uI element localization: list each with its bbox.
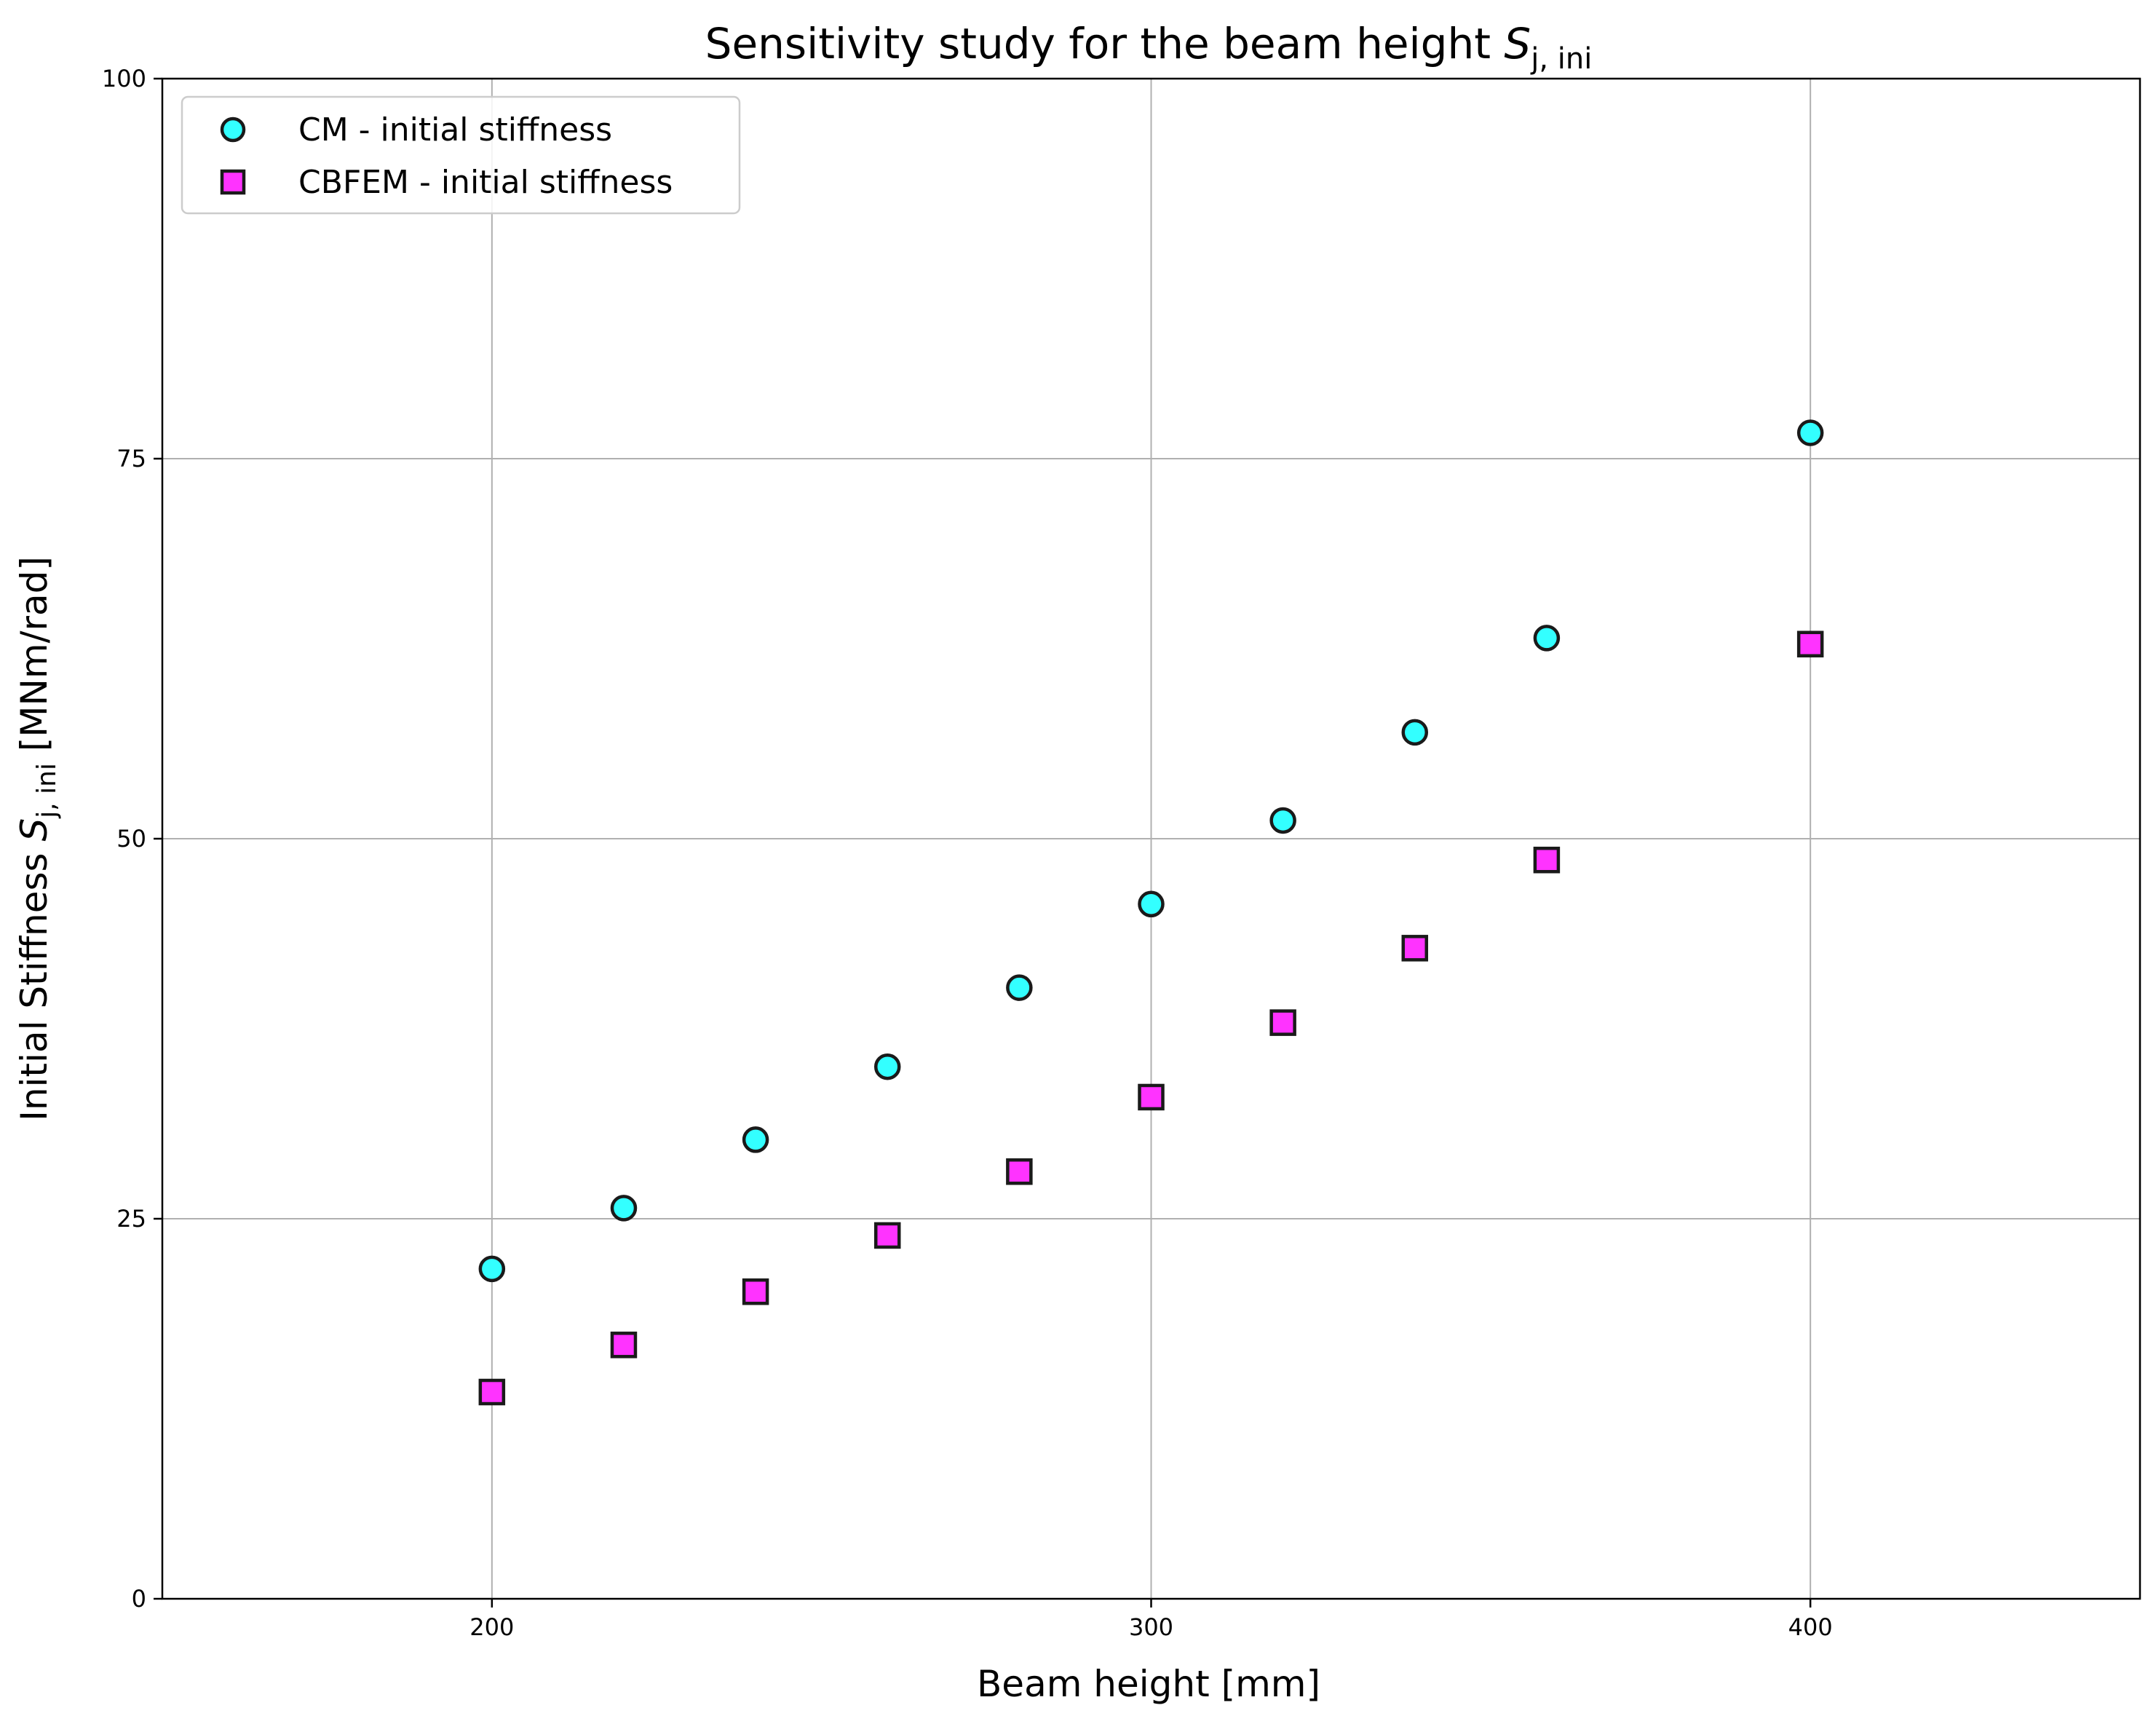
chart-title: Sensitivity study for the beam height Sj… xyxy=(705,19,1593,76)
legend-label-cbfem: CBFEM - initial stiffness xyxy=(298,164,673,201)
x-tick-label: 200 xyxy=(469,1613,514,1641)
y-tick-label: 0 xyxy=(132,1585,146,1613)
ticks: 200 300 400 0 25 50 75 100 xyxy=(102,65,1833,1641)
legend: CM - initial stiffness CBFEM - initial s… xyxy=(181,95,741,215)
x-axis-label: Beam height [mm] xyxy=(977,1663,1320,1705)
data-point-cm xyxy=(1533,625,1561,652)
data-point-cm xyxy=(610,1195,638,1222)
y-axis-label-text: Initial Stiffness xyxy=(13,842,55,1121)
series-1 xyxy=(478,630,1824,1406)
data-point-cm xyxy=(742,1126,769,1153)
data-point-cm xyxy=(1006,974,1033,1001)
legend-marker-cbfem xyxy=(220,169,246,195)
x-tick-label: 300 xyxy=(1129,1613,1173,1641)
data-point-cbfem xyxy=(1138,1083,1165,1111)
y-tick-label: 50 xyxy=(116,825,146,853)
x-tick-label: 400 xyxy=(1788,1613,1833,1641)
data-point-cbfem xyxy=(742,1278,769,1305)
data-point-cbfem xyxy=(1006,1158,1033,1185)
chart-title-subscript: j, ini xyxy=(1530,42,1592,76)
grid xyxy=(162,79,2140,1599)
y-tick-label: 25 xyxy=(116,1205,146,1233)
data-point-cbfem xyxy=(1401,935,1429,962)
chart-title-symbol: S xyxy=(1504,19,1531,68)
data-point-cm xyxy=(478,1255,506,1283)
y-tick-label: 75 xyxy=(116,445,146,472)
y-tick-label: 100 xyxy=(102,65,146,92)
data-point-cm xyxy=(873,1053,901,1080)
legend-marker-cm xyxy=(220,116,246,143)
data-point-cbfem xyxy=(1533,846,1561,874)
data-marks xyxy=(478,419,1824,1406)
y-axis-label-symbol: S xyxy=(13,818,55,842)
legend-box xyxy=(181,95,741,215)
data-point-cm xyxy=(1269,807,1296,834)
data-point-cbfem xyxy=(478,1378,506,1406)
data-point-cbfem xyxy=(1269,1009,1296,1036)
data-point-cm xyxy=(1138,890,1165,918)
plot-frame xyxy=(161,77,2141,1600)
data-point-cbfem xyxy=(1796,630,1824,657)
data-point-cbfem xyxy=(610,1332,638,1359)
y-axis-label-suffix: [MNm/rad] xyxy=(13,556,55,763)
data-point-cm xyxy=(1401,719,1429,746)
legend-label-cm: CM - initial stiffness xyxy=(298,111,612,149)
data-point-cbfem xyxy=(873,1222,901,1249)
chart-title-text: Sensitivity study for the beam height xyxy=(705,19,1505,68)
series-0 xyxy=(478,419,1824,1283)
y-axis-label-subscript: j, ini xyxy=(32,763,62,819)
y-axis-label: Initial Stiffness Sj, ini [MNm/rad] xyxy=(13,556,62,1121)
data-point-cm xyxy=(1796,419,1824,446)
